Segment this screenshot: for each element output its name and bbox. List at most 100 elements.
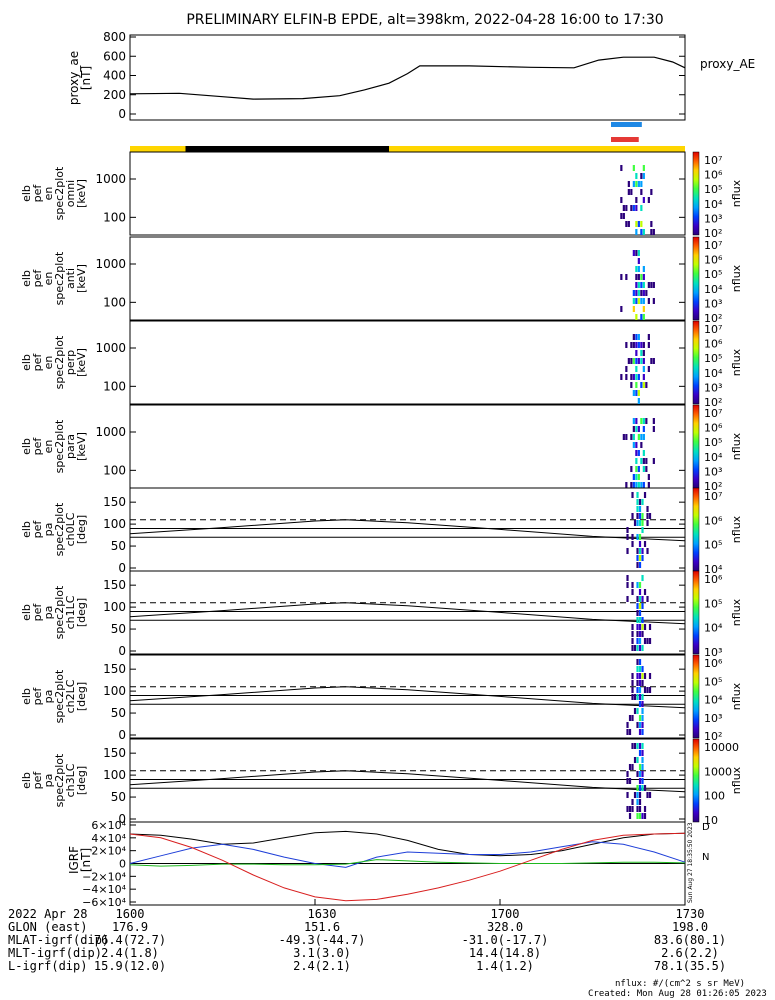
pitch-angle-cell [633, 757, 637, 763]
colorbar-title: nflux [730, 348, 743, 376]
ephemeris-value: 78.1(35.5) [653, 959, 727, 973]
pitch-angle-cell [636, 708, 639, 714]
colorbar-label: 10³ [704, 212, 722, 225]
spectrogram-cell [635, 197, 638, 203]
pitch-angle-cell [641, 722, 644, 728]
pitch-angle-cell [631, 715, 634, 721]
spectrogram-cell [642, 434, 645, 440]
spectrogram-cell [647, 197, 650, 203]
spectrogram-cell [650, 189, 653, 195]
pa-tick-label: 0 [118, 561, 126, 575]
pa-ylabel: ch2LC [64, 679, 77, 713]
spec-ylabel: spec2plot [53, 419, 66, 473]
pitch-angle-cell [641, 715, 644, 721]
spectrogram-cell [625, 374, 628, 380]
spectrogram-cell [635, 173, 638, 179]
colorbar [692, 236, 700, 321]
spectrogram-cell [635, 458, 638, 464]
spectrogram-cell [632, 165, 635, 171]
pitch-angle-cell [631, 541, 634, 547]
pitch-angle-cell [638, 764, 642, 770]
pitch-angle-cell [646, 548, 649, 554]
pa-tick-label: 150 [103, 662, 126, 676]
pa-ylabel: spec2plot [53, 585, 66, 639]
ephemeris-value: 76.4(72.7) [93, 933, 167, 947]
pitch-angle-cell [626, 792, 629, 798]
pitch-angle-cell [638, 722, 642, 728]
pitch-angle-cell [646, 506, 649, 512]
pa-ylabel: elb [20, 688, 33, 705]
spec-ylabel: [keV] [75, 264, 88, 293]
pitch-angle-cell [638, 715, 642, 721]
pitch-angle-cell [638, 617, 642, 623]
colorbar-label: 10⁷ [704, 490, 722, 503]
pa-tick-label: 50 [111, 539, 126, 553]
spectrogram-cell [635, 482, 638, 488]
spectrogram-cell [642, 358, 645, 364]
pitch-angle-cell [648, 638, 652, 644]
spectrogram-cell [640, 350, 643, 356]
pitch-angle-cell [638, 589, 642, 595]
pitch-angle-cell [631, 687, 634, 693]
spectrogram-cell [642, 418, 645, 424]
pitch-angle-cell [636, 603, 639, 609]
spectrogram-cell [637, 266, 640, 272]
ephemeris-value: 1630 [307, 907, 337, 921]
spectrogram-cell [637, 398, 640, 404]
spectrogram-cell [635, 450, 638, 456]
igrf-stamp: Sun Aug 27 18:35:50 2023 [687, 822, 694, 903]
pitch-angle-cell [628, 806, 632, 812]
spectrogram-cell [642, 165, 645, 171]
spectrogram-cell [637, 250, 640, 256]
spectrogram-cell [637, 221, 640, 227]
pitch-angle-frame [129, 654, 686, 739]
spec-ylabel: elb [20, 185, 33, 202]
proxy-tick-label: 800 [103, 30, 126, 44]
pa-ylabel: [deg] [75, 766, 88, 795]
pitch-angle-cell [641, 645, 644, 651]
pitch-angle-cell [638, 541, 642, 547]
spectrogram-cell [642, 482, 645, 488]
pa-tick-label: 50 [111, 622, 126, 636]
spectrogram-cell [625, 205, 628, 211]
spectrogram-cell [645, 458, 648, 464]
pitch-angle-cell [631, 589, 634, 595]
colorbar-label: 10² [704, 480, 722, 493]
igrf-ylabel: [nT] [79, 848, 93, 872]
spec-tick-label: 100 [103, 379, 126, 393]
pitch-angle-cell [636, 506, 639, 512]
pitch-angle-cell [641, 694, 644, 700]
pa-ylabel: [deg] [75, 682, 88, 711]
pa-ylabel: spec2plot [53, 669, 66, 723]
pa-ylabel: pa [42, 606, 55, 620]
pitch-angle-cell [641, 596, 644, 602]
colorbar-label: 10⁷ [704, 154, 722, 167]
spectrogram-cell [635, 382, 638, 388]
pitch-angle-cell [641, 548, 644, 554]
colorbar-label: 1000 [704, 765, 732, 778]
spec-ylabel: [keV] [75, 432, 88, 461]
ephemeris-value: 83.6(80.1) [653, 933, 727, 947]
proxy-ae-panel: 800 600 400 200 0 proxy_AE proxy_ae[nT] [67, 30, 755, 121]
colorbar-label: 10⁷ [704, 239, 722, 252]
pitch-angle-cell [636, 513, 639, 519]
pitch-angle-cell [636, 492, 639, 498]
pitch-angle-cell [641, 624, 644, 630]
pitch-angle-cell [636, 645, 639, 651]
colorbar-label: 10⁶ [704, 657, 723, 670]
ephemeris-value: 2.4(1.8) [101, 946, 159, 960]
spec-tick-label: 1000 [95, 341, 126, 355]
ephemeris-value: 15.9(12.0) [93, 959, 167, 973]
proxy-ae-line [129, 56, 686, 100]
colorbar-label: 10³ [704, 297, 722, 310]
pitch-angle-cell [643, 638, 647, 644]
spec-ylabel: en [42, 356, 55, 370]
pitch-angle-cell [638, 534, 642, 540]
pitch-angle-cell [631, 631, 634, 637]
colorbar-label: 10⁴ [704, 367, 723, 380]
spectrogram-cell [642, 197, 645, 203]
spectrogram-cell [632, 181, 635, 187]
spectrogram-cell [635, 314, 638, 320]
pitch-angle-cell [646, 792, 649, 798]
pitch-angle-cell [638, 799, 642, 805]
